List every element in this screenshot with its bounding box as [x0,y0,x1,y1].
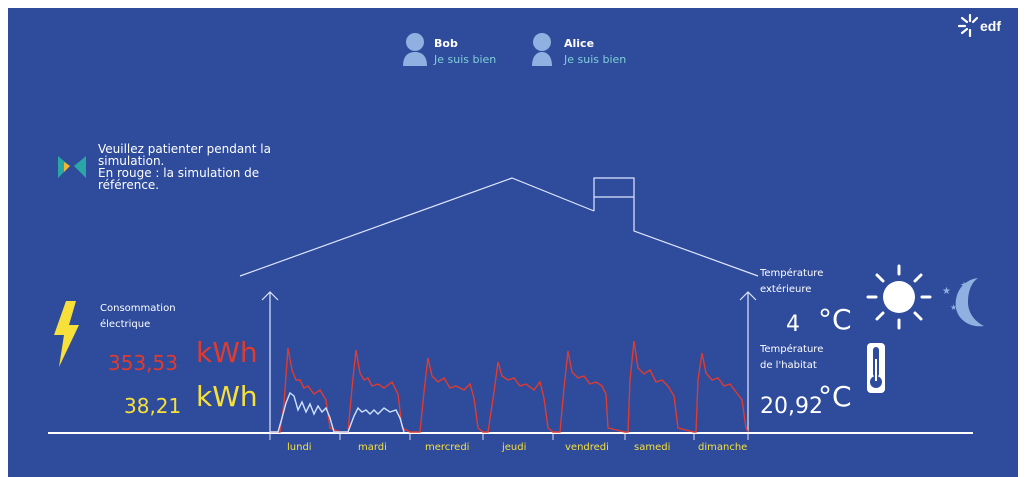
lightning-icon [52,301,80,367]
day-label-vendredi: vendredi [565,442,609,453]
simulation-message: Veuillez patienter pendant la simulation… [98,143,271,191]
hourglass-icon [54,150,90,186]
home-temperature-value: 20,92 [760,394,823,419]
consumption-label-line2: électrique [100,319,151,330]
moon-icon: ★ ★ ★ [938,270,996,330]
outside-temperature-value: 4 [786,312,800,337]
consumption-label-line1: Consommation [100,303,176,314]
consumption-chart [269,340,749,440]
svg-text:★: ★ [950,303,957,312]
thermometer-icon [864,341,888,395]
occupant-name-alice: Alice [564,37,595,50]
svg-text:★: ★ [960,281,968,291]
sun-icon [864,262,934,332]
simulation-message-line3: En rouge : la simulation de [98,166,260,180]
simulation-message-line4: référence. [98,178,160,192]
home-temperature-label-line1: Température [760,344,824,355]
day-label-mercredi: mercredi [425,442,470,453]
house-outline [48,177,973,434]
reference-consumption-line [270,340,749,433]
home-temperature-label-line2: de l'habitat [760,360,817,371]
person-icon [400,30,430,66]
outside-temperature-label-line1: Température [760,268,824,279]
reference-consumption-value: 353,53 [108,351,178,375]
home-temperature-label: Température de l'habitat [760,342,823,374]
day-label-jeudi: jeudi [502,442,527,453]
reference-consumption-unit: kWh [196,336,258,369]
edf-logo-text: edf [980,18,1001,34]
day-label-mardi: mardi [358,442,387,453]
simulation-message-line2: simulation. [98,154,165,168]
occupant-status-alice: Je suis bien [564,53,627,66]
home-temperature-unit: °C [818,380,852,413]
consumption-label: Consommation électrique [100,301,176,333]
outside-temperature-label-line2: extérieure [760,284,812,295]
current-consumption-value: 38,21 [124,394,182,418]
person-icon [528,30,556,66]
day-label-lundi: lundi [287,442,312,453]
svg-text:★: ★ [942,286,951,297]
current-consumption-unit: kWh [196,380,258,413]
simulation-message-line1: Veuillez patienter pendant la [98,142,271,156]
day-label-samedi: samedi [634,442,671,453]
occupant-status-bob: Je suis bien [434,53,497,66]
occupant-name-bob: Bob [434,37,458,50]
edf-logo-icon: edf [956,12,1012,40]
outside-temperature-label: Température extérieure [760,266,823,298]
current-consumption-line [270,391,405,433]
day-label-dimanche: dimanche [698,442,748,453]
simulation-screen: edf Bob Je suis bien Alice Je suis bien … [8,8,1018,477]
outside-temperature-unit: °C [818,303,852,336]
